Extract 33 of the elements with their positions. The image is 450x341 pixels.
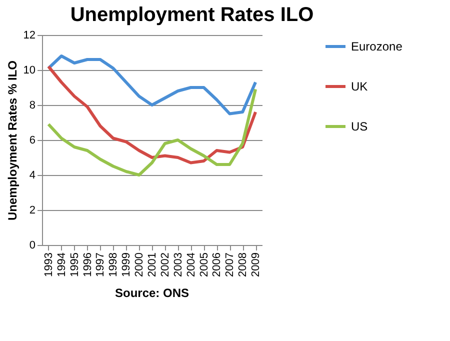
y-tick-label: 6 <box>29 134 36 146</box>
y-tick-label: 2 <box>29 204 36 216</box>
legend-label: Eurozone <box>351 40 403 54</box>
x-tick-label: 2006 <box>211 252 224 277</box>
x-tick-label: 2009 <box>250 252 262 277</box>
x-tick-label: 2002 <box>159 252 172 277</box>
x-tick-label: 2003 <box>172 252 184 277</box>
x-tick-label: 1996 <box>82 252 94 277</box>
x-tick-label: 2004 <box>185 252 198 277</box>
y-tick-label: 8 <box>29 100 36 112</box>
x-tick-label: 1995 <box>68 252 81 277</box>
x-tick-label: 1993 <box>42 252 55 277</box>
y-tick-label: 4 <box>29 170 36 182</box>
x-tick-label: 2000 <box>134 252 146 277</box>
x-tick-label: 2005 <box>198 252 210 277</box>
x-tick-label: 2007 <box>224 252 236 277</box>
chart-title: Unemployment Rates ILO <box>70 4 314 26</box>
line-series <box>46 65 258 164</box>
y-tick-label: 0 <box>29 240 36 252</box>
y-tick-label: 12 <box>23 30 36 42</box>
line-series <box>46 88 258 176</box>
x-tick-label: 1997 <box>94 252 107 277</box>
x-tick-label: 2008 <box>237 252 250 277</box>
x-tick-label: 1999 <box>120 252 133 277</box>
x-tick-label: 1998 <box>108 252 120 277</box>
legend-label: UK <box>351 80 368 94</box>
x-tick-label: 2001 <box>146 252 158 277</box>
line-series <box>46 54 258 116</box>
source-note: Source: ONS <box>114 286 190 300</box>
y-tick-label: 10 <box>23 64 36 76</box>
x-tick-label: 1994 <box>56 252 68 277</box>
y-axis-title: Unemployment Rates % ILO <box>5 60 20 221</box>
legend-label: US <box>351 120 368 134</box>
